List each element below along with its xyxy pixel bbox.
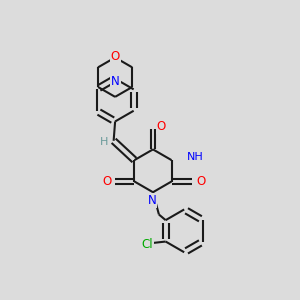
Text: O: O — [157, 120, 166, 133]
Text: O: O — [110, 50, 120, 62]
Text: Cl: Cl — [141, 238, 153, 251]
Text: NH: NH — [187, 152, 204, 161]
Text: O: O — [102, 175, 111, 188]
Text: H: H — [100, 137, 108, 147]
Text: N: N — [111, 75, 120, 88]
Text: N: N — [148, 194, 157, 207]
Text: O: O — [196, 175, 205, 188]
